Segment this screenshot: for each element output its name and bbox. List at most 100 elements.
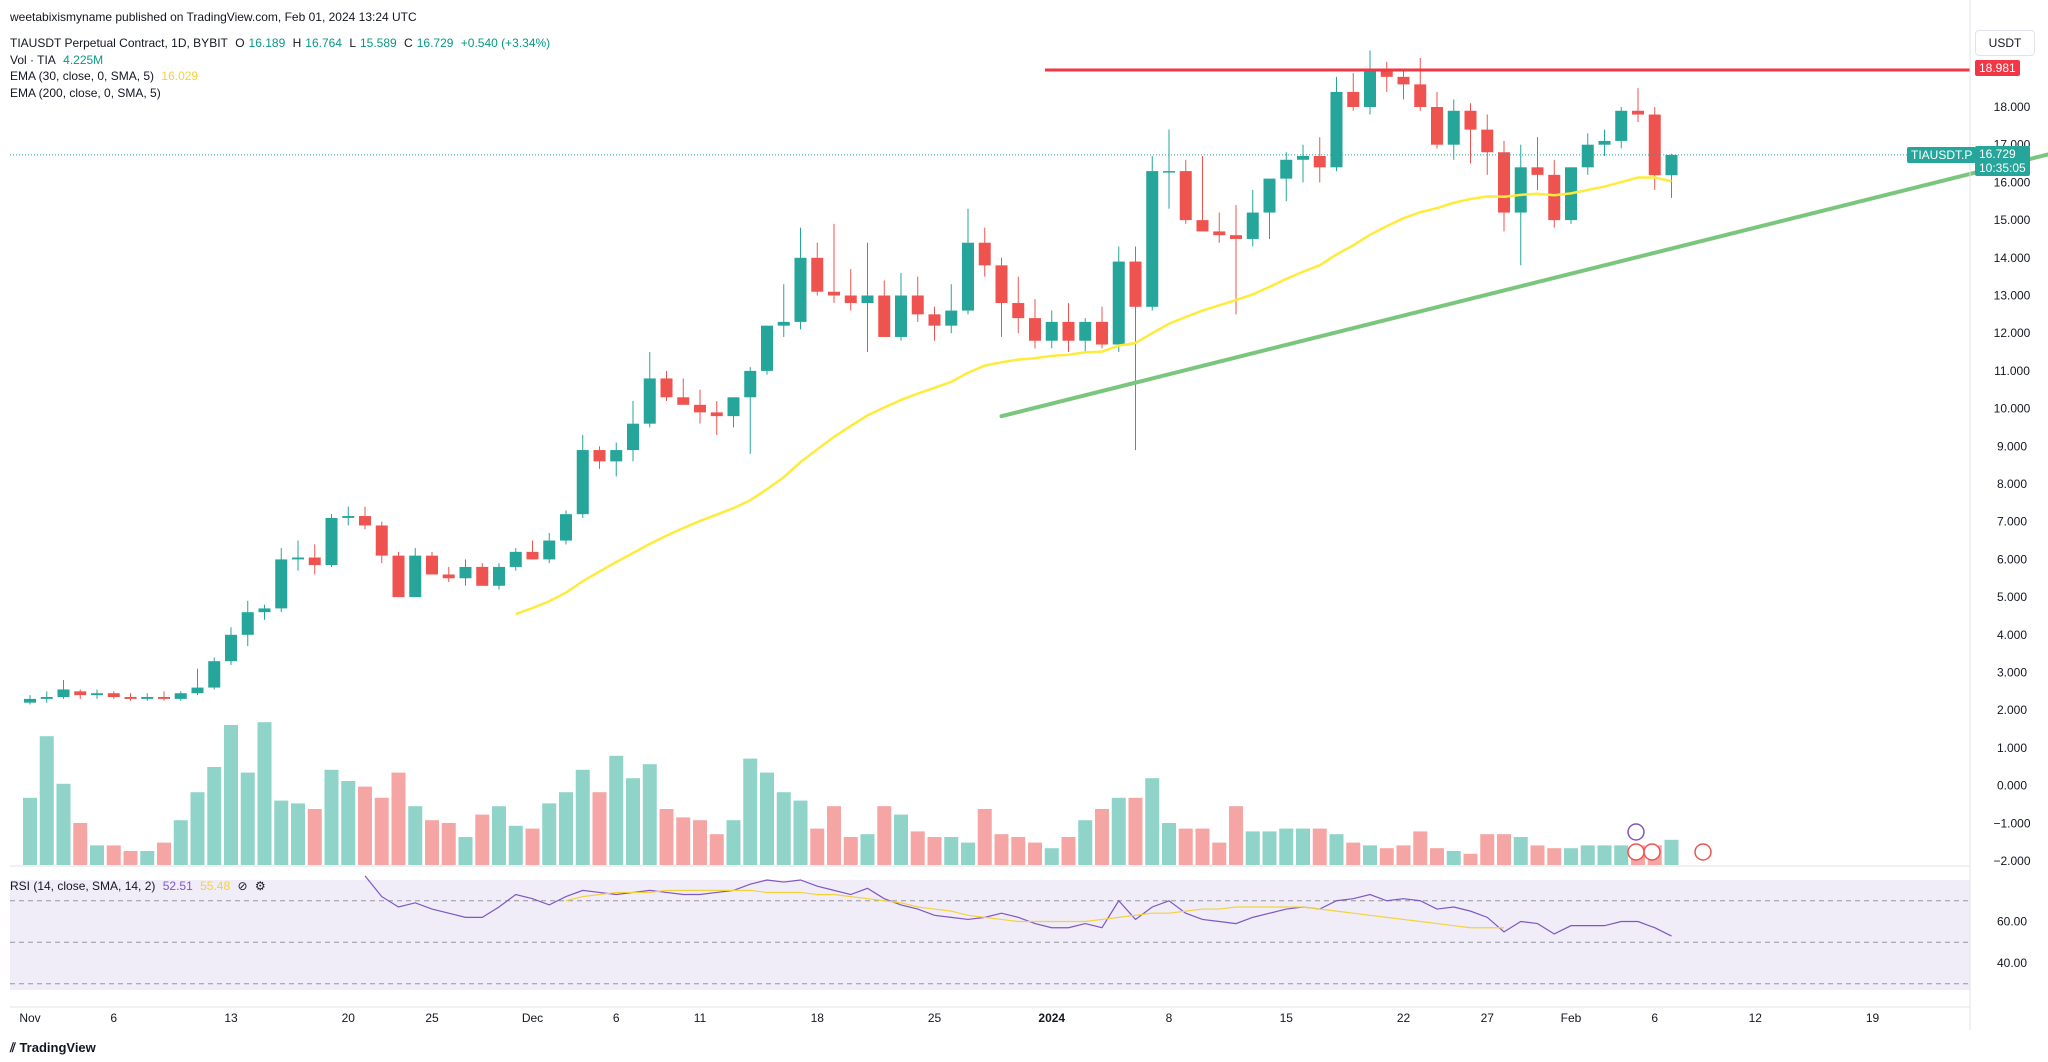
time-tick-label: 25 bbox=[928, 1011, 942, 1025]
axes: 18.00017.00016.00015.00014.00013.00012.0… bbox=[10, 0, 2031, 1030]
volume-bar bbox=[609, 755, 624, 865]
volume-bar bbox=[157, 842, 171, 865]
open-label: O bbox=[235, 36, 245, 50]
candle-body bbox=[1146, 171, 1159, 307]
rsi-line bbox=[364, 875, 1672, 937]
volume-bar bbox=[1413, 831, 1428, 865]
volume-bar bbox=[1195, 828, 1210, 865]
volume-bar bbox=[291, 803, 305, 865]
price-tick-label: 18.000 bbox=[1994, 100, 2031, 114]
candle-body bbox=[1129, 261, 1142, 307]
time-tick-label: 6 bbox=[1651, 1011, 1658, 1025]
candle-body bbox=[844, 295, 857, 304]
volume-bar bbox=[1095, 809, 1109, 865]
price-tick-label: 8.000 bbox=[1997, 477, 2027, 491]
time-tick-label: 6 bbox=[613, 1011, 620, 1025]
candle-body bbox=[325, 517, 338, 566]
rsi-label: RSI (14, close, SMA, 14, 2) bbox=[10, 879, 156, 893]
candle-body bbox=[1464, 110, 1477, 130]
event-marker-icon bbox=[1627, 823, 1645, 841]
candle-body bbox=[1029, 318, 1041, 341]
currency-selector[interactable]: USDT bbox=[1975, 30, 2035, 56]
price-tick-label: 13.000 bbox=[1994, 289, 2031, 303]
tv-icon: ⫽ bbox=[10, 1040, 16, 1055]
volume-bar bbox=[709, 834, 724, 865]
candle-body bbox=[777, 321, 790, 326]
tradingview-logo[interactable]: ⫽ TradingView bbox=[10, 1040, 96, 1056]
candle-body bbox=[1330, 91, 1343, 168]
candle-body bbox=[610, 450, 623, 462]
symbol-title: TIAUSDT Perpetual Contract, 1D, BYBIT bbox=[10, 36, 228, 50]
volume-bar bbox=[1312, 828, 1327, 865]
volume-bar bbox=[408, 806, 423, 865]
candle-body bbox=[1514, 167, 1527, 213]
candle-body bbox=[24, 698, 36, 703]
last-price-value: 16.729 bbox=[1979, 147, 2016, 161]
volume-bar bbox=[492, 806, 506, 865]
candle-body bbox=[727, 397, 740, 417]
time-tick-label: 11 bbox=[694, 1011, 707, 1025]
candle-body bbox=[258, 608, 271, 613]
volume-bar bbox=[39, 736, 54, 865]
time-tick-label: 15 bbox=[1280, 1011, 1294, 1025]
volume-bar bbox=[1329, 834, 1344, 865]
legend-ema200-row: EMA (200, close, 0, SMA, 5) bbox=[10, 86, 165, 100]
candle-body bbox=[409, 555, 422, 598]
candle-body bbox=[710, 412, 723, 417]
volume-bar bbox=[1279, 828, 1294, 865]
volume-bar bbox=[1162, 823, 1176, 865]
volume-bar bbox=[1044, 848, 1059, 865]
candle-body bbox=[1397, 76, 1410, 85]
candle-body bbox=[141, 697, 154, 699]
volume-bar bbox=[1497, 834, 1511, 865]
volume-bar bbox=[1111, 797, 1126, 865]
price-tick-label: 7.000 bbox=[1997, 515, 2027, 529]
candle-body bbox=[677, 397, 690, 405]
eye-off-icon[interactable]: ⊘ bbox=[237, 879, 248, 893]
volume-bar bbox=[1547, 848, 1562, 865]
candle-body bbox=[995, 265, 1008, 304]
symbol-tag: TIAUSDT.P bbox=[1907, 147, 1977, 163]
volume-bar bbox=[944, 837, 959, 865]
candle-body bbox=[1179, 171, 1192, 221]
candle-body bbox=[1447, 110, 1460, 145]
volume-bar bbox=[341, 781, 356, 865]
countdown-value: 10:35:05 bbox=[1979, 161, 2026, 175]
candle-body bbox=[459, 566, 472, 579]
candle-body bbox=[861, 295, 874, 304]
rsi-pane: 60.00 40.00 bbox=[10, 865, 2027, 990]
last-price-label: 16.729 10:35:05 bbox=[1975, 146, 2030, 176]
volume-bar bbox=[877, 806, 892, 865]
candles bbox=[24, 50, 1678, 705]
settings-icon[interactable]: ⚙ bbox=[254, 879, 266, 893]
volume-bar bbox=[441, 823, 456, 865]
price-tick-label: 16.000 bbox=[1994, 175, 2031, 189]
price-tick-label: 2.000 bbox=[1997, 703, 2027, 717]
volume-bar bbox=[1262, 831, 1277, 865]
candle-body bbox=[1498, 152, 1510, 213]
high-label: H bbox=[292, 36, 302, 50]
candle-body bbox=[1213, 231, 1226, 236]
volume-bar bbox=[542, 803, 557, 865]
close-label: C bbox=[404, 36, 413, 50]
volume-label: Vol · TIA bbox=[10, 53, 56, 67]
price-tick-label: 9.000 bbox=[1997, 439, 2027, 453]
ema30-label: EMA (30, close, 0, SMA, 5) bbox=[10, 69, 155, 83]
candle-body bbox=[811, 257, 824, 292]
candle-body bbox=[292, 557, 304, 560]
candle-body bbox=[660, 378, 673, 398]
volume-bar bbox=[525, 828, 540, 865]
volume-bar bbox=[843, 837, 858, 865]
volume-bar bbox=[1446, 851, 1461, 865]
legend-rsi-row: RSI (14, close, SMA, 14, 2) 52.51 55.48 … bbox=[10, 879, 270, 893]
volume-bar bbox=[1296, 828, 1310, 865]
volume-bar bbox=[1513, 837, 1528, 865]
brand-name: TradingView bbox=[19, 1040, 96, 1055]
candle-body bbox=[1632, 110, 1644, 115]
volume-bar bbox=[73, 823, 88, 865]
volume-bar bbox=[425, 820, 439, 865]
candle-body bbox=[560, 514, 572, 541]
volume-bar bbox=[324, 769, 339, 865]
volume-bar bbox=[1480, 834, 1495, 865]
